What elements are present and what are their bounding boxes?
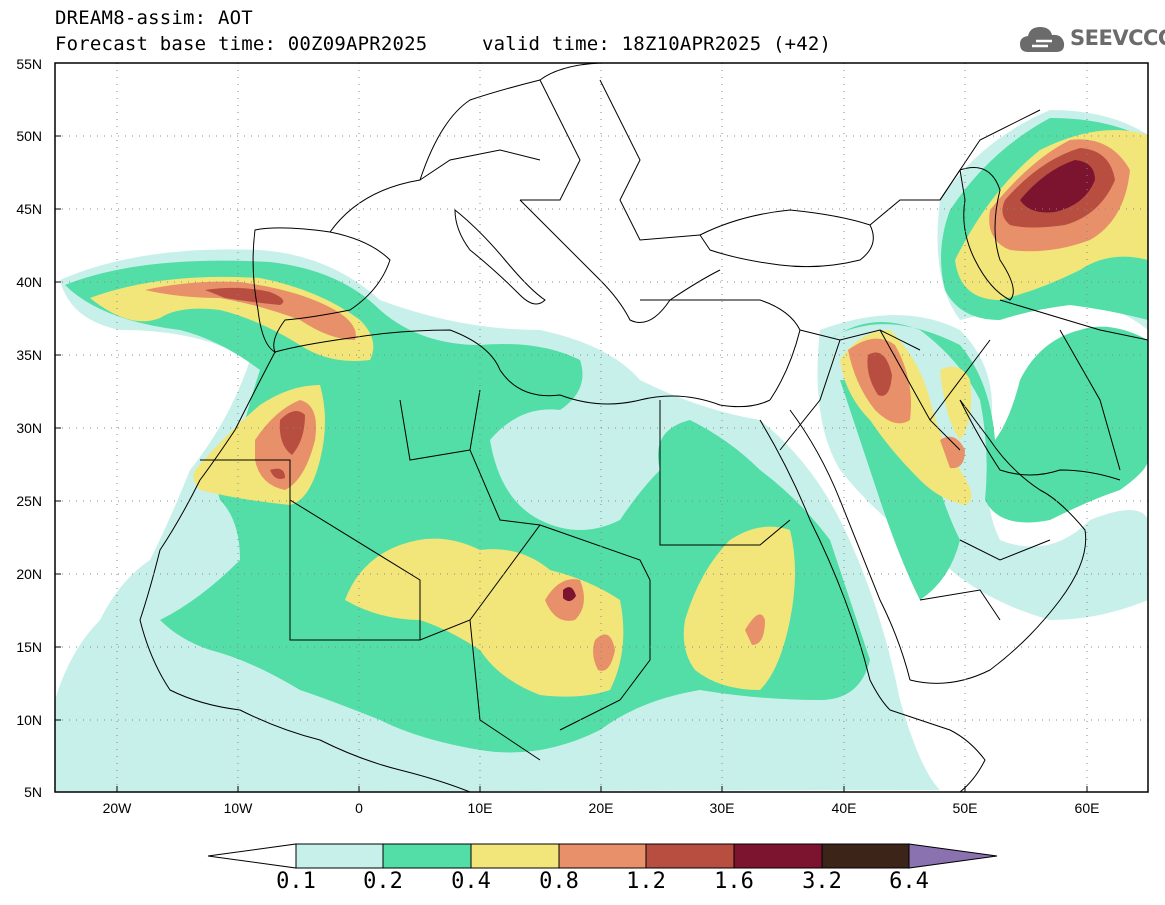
logo-text: SEEVCCC bbox=[1070, 26, 1165, 50]
colorbar-label: 6.4 bbox=[889, 869, 929, 894]
lon-label: 20W bbox=[102, 800, 132, 816]
lon-label: 60E bbox=[1074, 800, 1100, 816]
lat-label: 10N bbox=[16, 712, 42, 728]
lat-label: 30N bbox=[16, 420, 42, 436]
colorbar-label: 1.2 bbox=[626, 869, 666, 894]
gridlines bbox=[55, 63, 1148, 792]
colorbar-extend-high bbox=[908, 843, 998, 869]
forecast-base-time: Forecast base time: 00Z09APR2025 bbox=[55, 33, 428, 55]
colorbar-label: 0.2 bbox=[363, 869, 403, 894]
colorbar-label: 3.2 bbox=[802, 869, 842, 894]
lat-label: 25N bbox=[16, 493, 42, 509]
lat-label: 5N bbox=[24, 784, 42, 800]
lon-label: 10E bbox=[467, 800, 493, 816]
colorbar-swatch-0 bbox=[295, 843, 384, 869]
coastlines bbox=[139, 63, 1148, 792]
aot-field bbox=[55, 110, 1148, 792]
colorbar-extend-low bbox=[207, 843, 297, 869]
axis-ticks bbox=[55, 135, 1088, 792]
lat-label: 50N bbox=[16, 128, 42, 144]
lat-label: 40N bbox=[16, 274, 42, 290]
lon-label: 50E bbox=[952, 800, 978, 816]
lat-label: 35N bbox=[16, 347, 42, 363]
colorbar-swatch-3 bbox=[558, 843, 647, 869]
colorbar-label: 0.8 bbox=[539, 869, 579, 894]
cloud-icon bbox=[1020, 27, 1065, 52]
lon-label: 10W bbox=[223, 800, 253, 816]
colorbar bbox=[207, 843, 998, 869]
aot-level-1.6 bbox=[563, 160, 1095, 602]
lon-label: 0 bbox=[355, 800, 363, 816]
lat-label: 55N bbox=[16, 56, 42, 72]
colorbar-swatch-5 bbox=[733, 843, 823, 869]
colorbar-swatch-2 bbox=[470, 843, 560, 869]
lon-label: 20E bbox=[588, 800, 614, 816]
valid-time: valid time: 18Z10APR2025 (+42) bbox=[482, 33, 832, 55]
colorbar-label: 0.4 bbox=[451, 869, 491, 894]
colorbar-label: 0.1 bbox=[276, 869, 316, 894]
colorbar-swatch-1 bbox=[382, 843, 472, 869]
colorbar-label: 1.6 bbox=[714, 869, 754, 894]
lon-label: 30E bbox=[709, 800, 735, 816]
colorbar-swatch-4 bbox=[645, 843, 735, 869]
seevccc-logo: SEEVCCC bbox=[1018, 22, 1165, 56]
colorbar-swatch-6 bbox=[821, 843, 910, 869]
lat-label: 20N bbox=[16, 566, 42, 582]
map-title: DREAM8-assim: AOT bbox=[55, 7, 253, 29]
lat-label: 45N bbox=[16, 201, 42, 217]
lat-label: 15N bbox=[16, 639, 42, 655]
lon-label: 40E bbox=[831, 800, 857, 816]
